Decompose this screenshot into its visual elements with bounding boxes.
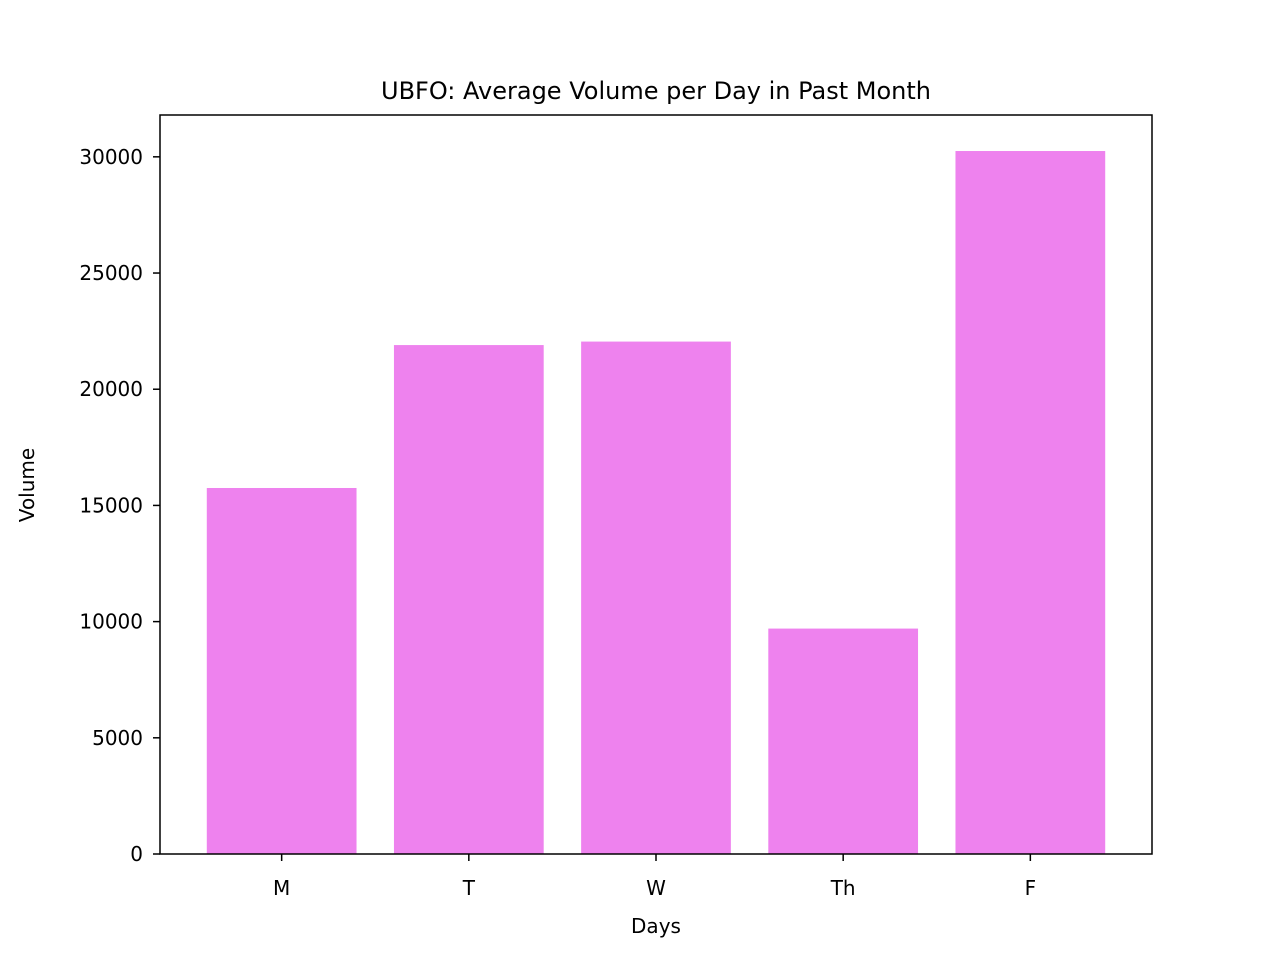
x-axis-label: Days xyxy=(631,914,681,938)
plot-area: M T W Th F 0 5000 10000 15000 20000 25000 30000 xyxy=(79,114,1153,900)
bar-m xyxy=(206,487,357,854)
x-tick-label: F xyxy=(1025,876,1037,900)
bar-th xyxy=(768,628,919,854)
x-tick-label: M xyxy=(273,876,290,900)
x-tick-label: W xyxy=(646,876,666,900)
y-tick-label: 5000 xyxy=(92,726,143,750)
bar-w xyxy=(581,341,731,855)
y-axis-ticks: 0 5000 10000 15000 20000 25000 30000 xyxy=(79,145,160,866)
bar-t xyxy=(393,345,544,854)
y-axis-label: Volume xyxy=(15,448,39,522)
chart-title: UBFO: Average Volume per Day in Past Mon… xyxy=(381,77,931,105)
y-tick-label: 20000 xyxy=(79,377,143,401)
x-axis-ticks: M T W Th F xyxy=(273,854,1036,900)
bars-group xyxy=(206,151,1106,855)
axes-frame xyxy=(159,114,1153,855)
x-tick-label: Th xyxy=(830,876,856,900)
x-tick-label: T xyxy=(462,876,476,900)
y-tick-label: 0 xyxy=(130,842,143,866)
y-tick-label: 10000 xyxy=(79,610,143,634)
bar-f xyxy=(955,151,1106,854)
y-tick-label: 30000 xyxy=(79,145,143,169)
y-tick-label: 15000 xyxy=(79,493,143,517)
y-tick-label: 25000 xyxy=(79,261,143,285)
